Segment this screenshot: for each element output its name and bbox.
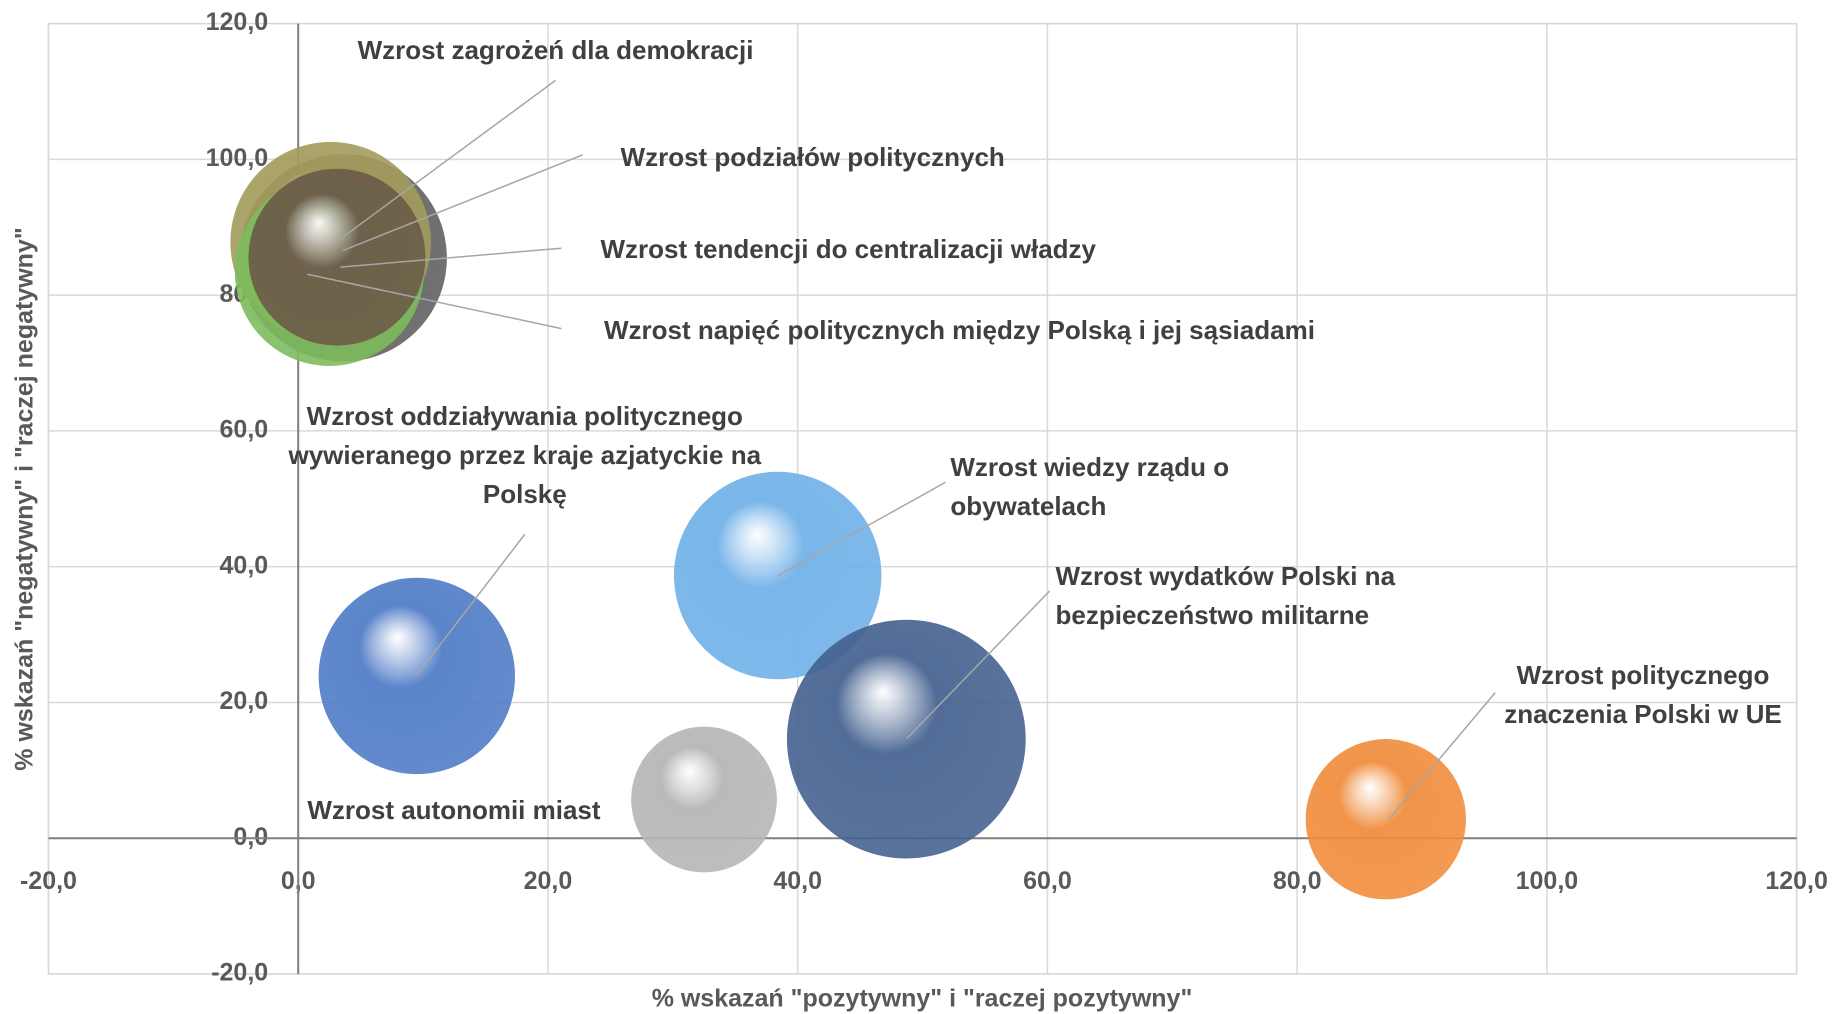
x-tick-label: 80,0 [1273,867,1322,895]
leader-line [415,533,526,677]
y-axis-title: % wskazań "negatywny" i "raczej negatywn… [11,227,39,770]
x-tick-label: 40,0 [773,867,822,895]
x-axis-title: % wskazań "pozytywny" i "raczej pozytywn… [652,985,1193,1013]
y-tick-label: 100,0 [206,144,269,172]
bubble [1305,739,1466,900]
leader-line [1388,692,1496,820]
x-tick-label: -20,0 [20,867,77,895]
y-tick-label: 20,0 [220,687,269,715]
y-tick-label: 0,0 [233,823,268,851]
bubble-label: Wzrost podziałów politycznych [620,142,1005,173]
bubble-label: Wzrost tendencji do centralizacji władzy [600,234,1097,265]
y-tick-label: 40,0 [220,551,269,579]
bubble-label: Wzrost wydatków Polski na bezpieczeństwo… [1055,560,1396,630]
x-tick-label: 60,0 [1023,867,1072,895]
leader-line [330,79,556,247]
bubble [631,726,777,873]
y-tick-label: -20,0 [211,959,268,987]
x-tick-label: 100,0 [1516,867,1579,895]
bubble-label: Wzrost napięć politycznych między Polską… [604,314,1315,345]
y-tick-label: 60,0 [220,416,269,444]
leader-line [777,481,946,577]
leader-line [906,590,1051,740]
leader-line [340,247,562,268]
x-tick-label: 120,0 [1765,867,1828,895]
y-tick-label: 120,0 [206,8,269,36]
bubble-label: Wzrost autonomii miast [307,794,601,825]
x-tick-label: 20,0 [524,867,573,895]
bubble [248,168,426,346]
leader-line [307,273,562,330]
leader-line [342,154,584,252]
bubble-label: Wzrost wiedzy rządu o obywatelach [950,451,1230,521]
bubble [786,619,1026,859]
bubble-label: Wzrost zagrożeń dla demokracji [357,34,754,65]
bubble-label: Wzrost politycznego znaczenia Polski w U… [1504,659,1782,729]
bubble-label: Wzrost oddziaływania politycznego wywier… [288,401,762,510]
